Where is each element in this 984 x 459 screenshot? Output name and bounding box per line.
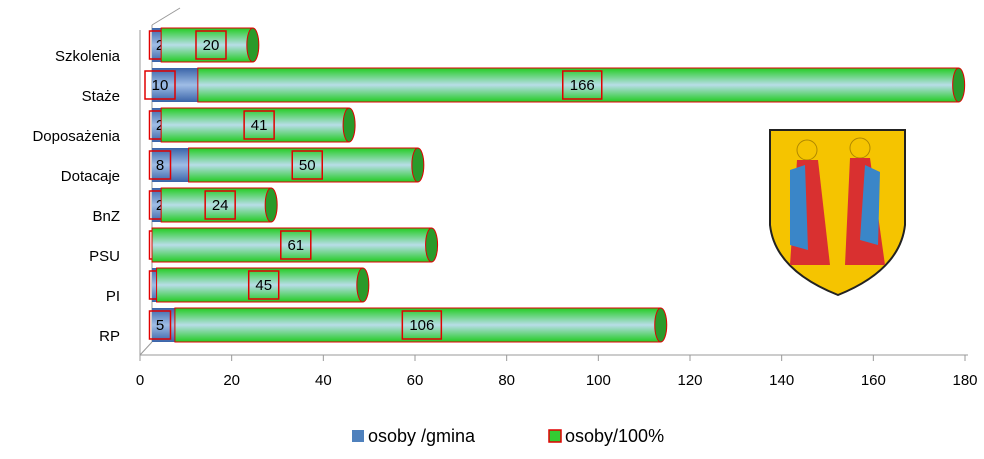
y-tick-label: Dotacaje <box>61 168 120 185</box>
data-label: 106 <box>409 317 434 334</box>
bar-cap <box>952 67 966 103</box>
data-label-box <box>148 150 172 180</box>
data-label-box <box>401 310 443 340</box>
legend-label: osoby/100% <box>565 426 664 446</box>
bar-segment <box>152 188 162 222</box>
bar-cap <box>654 307 668 343</box>
data-label: 166 <box>570 77 595 94</box>
x-tick-label: 160 <box>861 372 886 389</box>
data-label: 50 <box>299 157 316 174</box>
y-tick-label: Szkolenia <box>55 48 121 65</box>
data-label-box <box>562 70 603 100</box>
data-label-box <box>291 150 323 180</box>
bar-segment <box>156 267 364 303</box>
bar-segment <box>152 308 175 342</box>
legend-label: osoby /gmina <box>368 426 476 446</box>
y-tick-label: Doposażenia <box>32 128 120 145</box>
data-label: 2 <box>156 37 164 54</box>
bar-cap <box>342 107 356 143</box>
data-label-box <box>195 30 227 60</box>
y-tick-label: Staże <box>82 88 120 105</box>
bar-cap <box>264 187 278 223</box>
data-label-box <box>243 110 275 140</box>
data-label: 24 <box>212 197 229 214</box>
data-label-box <box>247 270 280 300</box>
x-tick-label: 180 <box>952 372 977 389</box>
bar-cap <box>425 227 439 263</box>
y-tick-label: PI <box>106 288 120 305</box>
bar-segment <box>160 27 254 63</box>
bar-segment <box>160 187 272 223</box>
bar-cap <box>246 27 260 63</box>
data-label: 10 <box>152 77 169 94</box>
x-tick-label: 100 <box>586 372 611 389</box>
bar-cap <box>356 267 370 303</box>
y-tick-label: RP <box>99 328 120 345</box>
bar-segment <box>151 227 433 263</box>
data-label: 20 <box>203 37 220 54</box>
bar-segment <box>160 107 350 143</box>
x-tick-label: 20 <box>223 372 240 389</box>
data-label-box <box>204 190 236 220</box>
bar-segment <box>188 147 419 183</box>
legend-swatch <box>548 429 562 443</box>
coat-of-arms <box>769 129 906 297</box>
x-tick-label: 60 <box>407 372 424 389</box>
data-label: 61 <box>287 237 304 254</box>
data-label-box <box>148 310 172 340</box>
x-tick-label: 80 <box>498 372 515 389</box>
bar-segment <box>152 28 162 62</box>
data-label-box <box>280 230 312 260</box>
data-label: 45 <box>255 277 272 294</box>
x-tick-label: 0 <box>136 372 144 389</box>
x-tick-label: 140 <box>769 372 794 389</box>
y-tick-label: PSU <box>89 248 120 265</box>
bar-segment <box>152 268 157 302</box>
data-label: 8 <box>156 157 164 174</box>
legend-swatch <box>352 430 364 442</box>
bar-cap <box>411 147 425 183</box>
bar-segment <box>152 108 162 142</box>
x-tick-label: 120 <box>677 372 702 389</box>
bar-segment <box>174 307 662 343</box>
data-label-box <box>144 70 176 100</box>
data-label: 5 <box>156 317 164 334</box>
data-label: 41 <box>251 117 268 134</box>
x-tick-label: 40 <box>315 372 332 389</box>
data-label: 2 <box>156 197 164 214</box>
y-tick-label: BnZ <box>92 208 120 225</box>
data-label: 2 <box>156 117 164 134</box>
